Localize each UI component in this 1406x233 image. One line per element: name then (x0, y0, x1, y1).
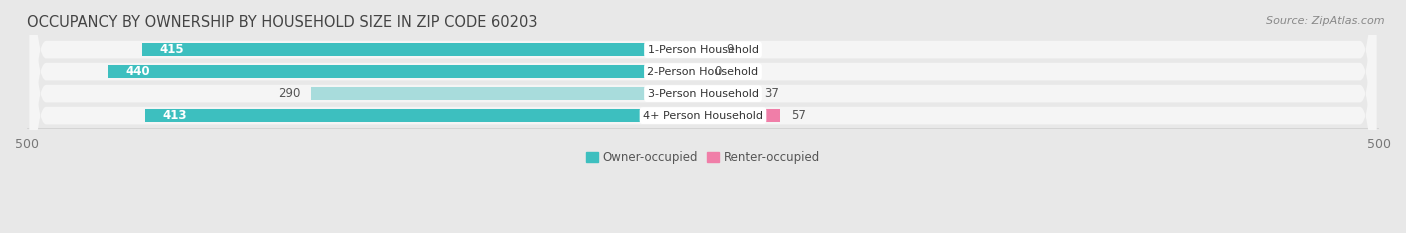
FancyBboxPatch shape (30, 0, 1376, 233)
Bar (703, 43, 716, 56)
Text: 3-Person Household: 3-Person Household (648, 89, 758, 99)
Text: 440: 440 (125, 65, 150, 78)
Text: 415: 415 (159, 43, 184, 56)
Text: 1-Person Household: 1-Person Household (648, 45, 758, 55)
Text: 4+ Person Household: 4+ Person Household (643, 111, 763, 121)
Text: 2-Person Household: 2-Person Household (647, 67, 759, 77)
FancyBboxPatch shape (30, 0, 1376, 233)
Bar (703, 109, 780, 122)
FancyBboxPatch shape (30, 0, 1376, 233)
Bar (145, 109, 703, 122)
Text: 290: 290 (278, 87, 299, 100)
Bar (703, 87, 754, 100)
Text: 9: 9 (725, 43, 734, 56)
Text: 413: 413 (162, 109, 187, 122)
Text: 57: 57 (792, 109, 806, 122)
Bar (142, 43, 703, 56)
Text: OCCUPANCY BY OWNERSHIP BY HOUSEHOLD SIZE IN ZIP CODE 60203: OCCUPANCY BY OWNERSHIP BY HOUSEHOLD SIZE… (27, 15, 537, 30)
Text: Source: ZipAtlas.com: Source: ZipAtlas.com (1267, 16, 1385, 26)
Text: 0: 0 (714, 65, 721, 78)
Legend: Owner-occupied, Renter-occupied: Owner-occupied, Renter-occupied (586, 151, 820, 164)
FancyBboxPatch shape (30, 0, 1376, 233)
Bar (311, 87, 703, 100)
Bar (108, 65, 703, 79)
Text: 37: 37 (763, 87, 779, 100)
